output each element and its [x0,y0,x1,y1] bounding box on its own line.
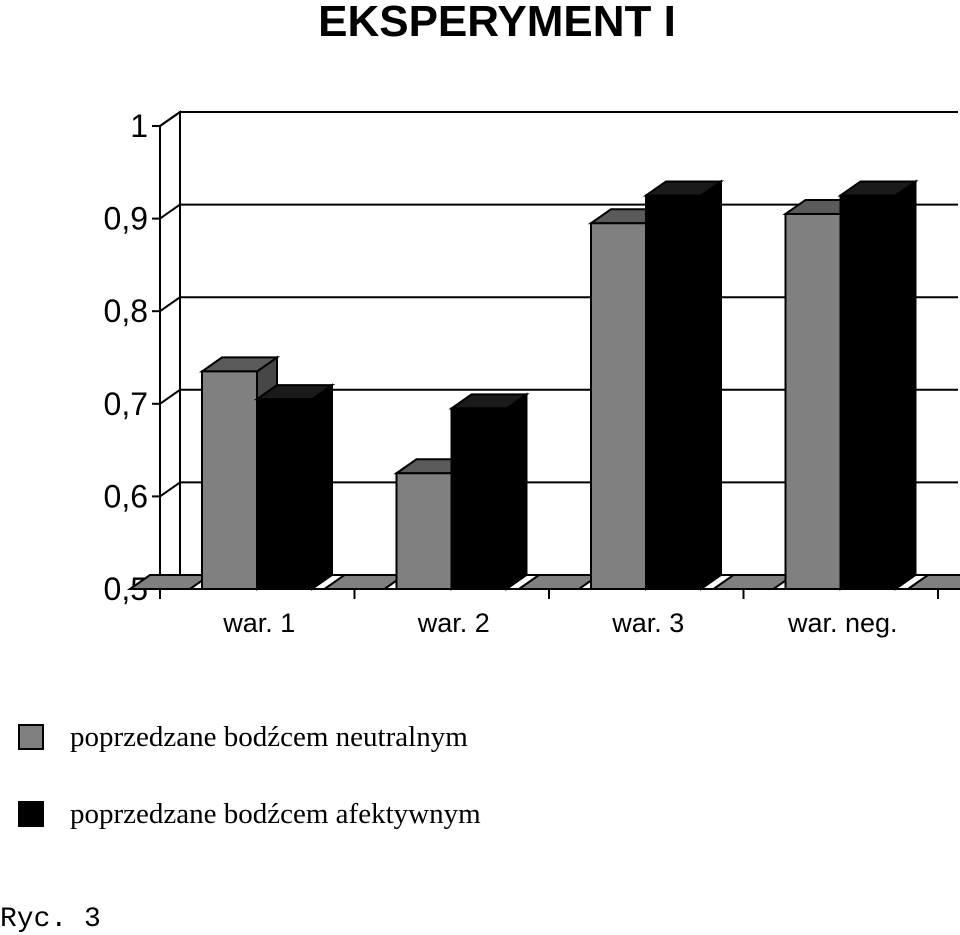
bar [645,194,702,590]
bar-side [311,383,333,591]
y-tick-label: 0,7 [104,386,148,422]
left-wall [159,110,181,591]
y-tick-label: 1 [130,108,148,144]
legend-label: poprzedzane bodźcem afektywnym [70,798,481,830]
bar-side [505,392,528,591]
bar [395,472,453,590]
bar [784,212,842,590]
x-category-label: war. 1 [222,608,295,638]
floor-segment [321,574,408,590]
gridline-side [159,481,181,498]
chart-title: EKSPERYMENT I [318,0,676,46]
y-tick-label: 0,8 [104,293,148,329]
gridline-side [159,388,181,405]
y-tick-label: 0,6 [104,478,148,514]
bar-side [700,179,722,591]
bar [256,398,313,591]
gridline-side [159,203,181,220]
legend: poprzedzane bodźcem neutralnym poprzedzan… [18,721,481,830]
floor-segment [904,574,960,590]
x-category-label: war. 2 [417,608,490,638]
bar [201,370,258,591]
bar [839,194,897,590]
gridline-side [159,111,181,127]
gridline-side [159,296,181,313]
legend-swatch [18,724,44,750]
floor-segment [710,574,797,590]
floor-segment [515,574,603,590]
y-tick-label: 0,9 [104,201,148,237]
legend-label: poprzedzane bodźcem neutralnym [70,721,468,753]
bar [590,222,647,590]
x-category-label: war. neg. [787,608,898,638]
x-category-label: war. 3 [611,608,684,638]
legend-swatch [18,801,44,827]
bar-side [894,179,917,591]
bar [450,407,508,590]
figure-caption: Ryc. 3 [0,904,101,935]
